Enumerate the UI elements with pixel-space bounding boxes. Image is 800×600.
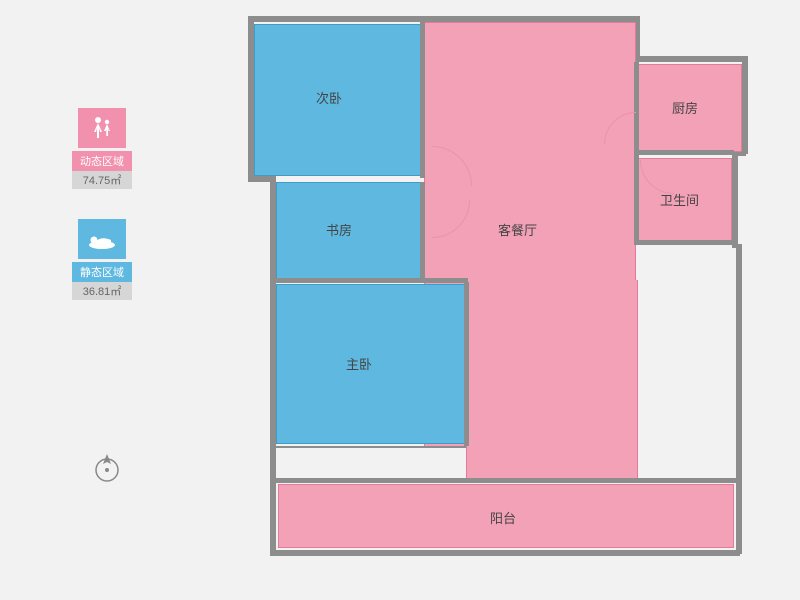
room-shufang — [276, 182, 422, 280]
door-arc-icon — [604, 112, 636, 144]
door-arc-icon — [640, 160, 674, 194]
floorplan: 次卧 书房 主卧 客餐厅 厨房 卫生间 阳台 — [0, 0, 800, 600]
room-ciwo — [254, 24, 422, 176]
wall — [276, 278, 468, 283]
wall — [276, 478, 738, 483]
wall-outer — [270, 550, 740, 556]
wall — [420, 22, 425, 178]
wall — [634, 240, 736, 245]
wall-outer — [736, 244, 742, 554]
door-arc-icon — [432, 200, 470, 238]
door-arc-icon — [432, 146, 472, 186]
room-chufang — [638, 64, 742, 152]
wall — [464, 282, 469, 446]
gap-strip — [276, 446, 466, 482]
wall — [634, 150, 734, 155]
room-keting-lower — [466, 280, 638, 482]
wall-outer — [732, 150, 738, 248]
wall-outer — [634, 56, 746, 62]
room-zhuwo — [276, 284, 466, 444]
wall-outer — [742, 56, 748, 154]
wall — [420, 182, 425, 282]
room-yangtai — [278, 484, 734, 548]
